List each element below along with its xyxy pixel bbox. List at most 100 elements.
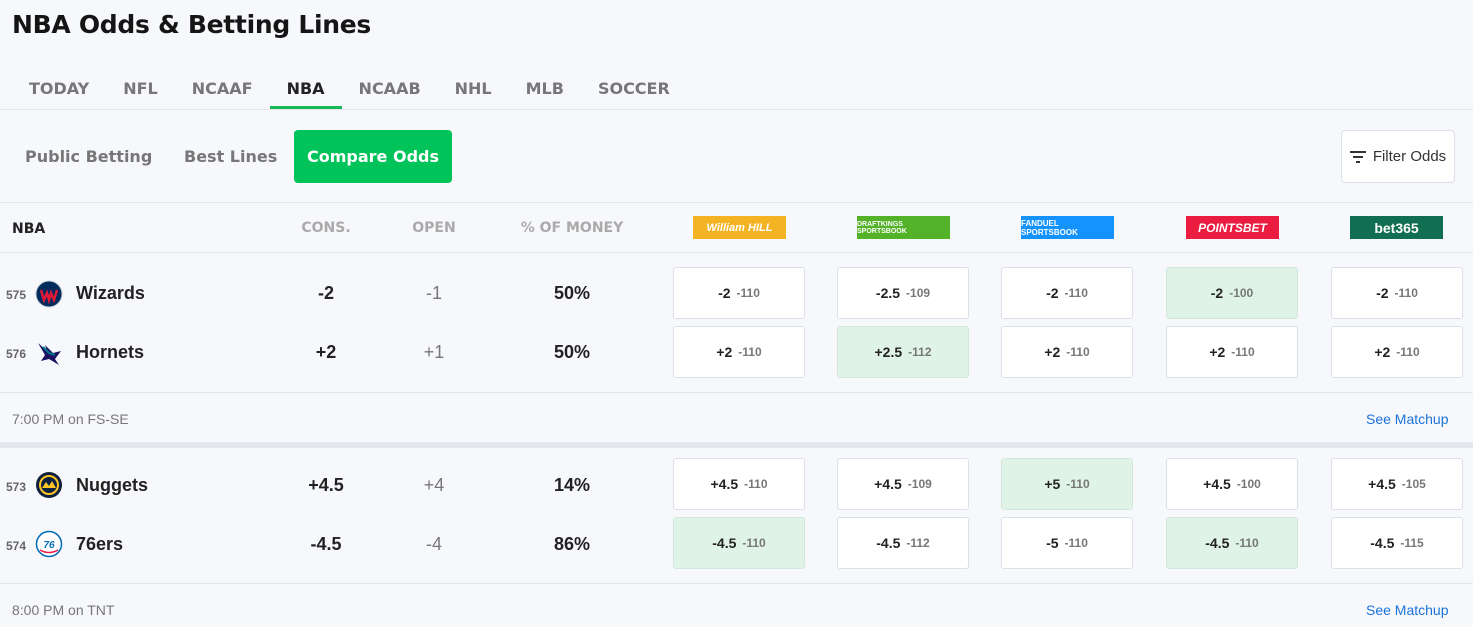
tab-nhl[interactable]: NHL xyxy=(454,79,492,98)
odds-price: -110 xyxy=(1064,536,1088,550)
money-percent: 14% xyxy=(553,475,591,495)
odds-line: +4.5 xyxy=(710,476,739,492)
column-header-money: % OF MONEY xyxy=(520,220,624,236)
column-header-league: NBA xyxy=(12,221,46,237)
nuggets-logo xyxy=(36,472,62,498)
odds-cell[interactable]: -2 -110 xyxy=(1001,267,1133,319)
odds-line: +4.5 xyxy=(874,476,902,492)
odds-cell-best[interactable]: -4.5 -110 xyxy=(673,517,805,569)
game-time: 7:00 PM on FS-SE xyxy=(12,411,129,427)
odds-cell[interactable]: -4.5 -115 xyxy=(1331,517,1463,569)
consensus-line: +2 xyxy=(315,342,337,362)
odds-price: -110 xyxy=(1066,345,1090,359)
odds-line: -2.5 xyxy=(875,285,901,301)
tab-ncaab[interactable]: NCAAB xyxy=(358,79,421,98)
odds-cell[interactable]: -2 -110 xyxy=(673,267,805,319)
william-hill-logo: William HILL xyxy=(693,216,786,239)
odds-line: -4.5 xyxy=(1370,535,1395,551)
odds-price: -105 xyxy=(1401,477,1426,491)
open-line: +4 xyxy=(423,475,445,495)
subtab-public-betting[interactable]: Public Betting xyxy=(25,147,153,166)
team-name[interactable]: Hornets xyxy=(76,342,145,362)
odds-line: +4.5 xyxy=(1203,476,1231,492)
odds-line: +4.5 xyxy=(1368,476,1396,492)
rotation-number: 573 xyxy=(6,480,27,494)
odds-price: -109 xyxy=(907,477,932,491)
odds-cell[interactable]: -5 -110 xyxy=(1001,517,1133,569)
divider xyxy=(0,392,1473,393)
open-line: -4 xyxy=(425,534,442,554)
hornets-logo xyxy=(38,343,61,365)
odds-cell-best[interactable]: +5 -110 xyxy=(1001,458,1133,510)
divider xyxy=(0,109,1473,110)
odds-line: +2 xyxy=(716,344,733,360)
tab-mlb[interactable]: MLB xyxy=(525,79,564,98)
divider xyxy=(0,202,1473,203)
odds-cell-best[interactable]: +2.5 -112 xyxy=(837,326,969,378)
odds-cell-best[interactable]: -2 -100 xyxy=(1166,267,1298,319)
divider xyxy=(0,583,1473,584)
odds-price: -112 xyxy=(908,345,932,359)
odds-price: -110 xyxy=(1066,477,1090,491)
odds-price: -110 xyxy=(1231,345,1255,359)
consensus-line: -2 xyxy=(317,283,334,303)
pointsbet-logo: POINTSBET xyxy=(1186,216,1279,239)
odds-price: -110 xyxy=(1396,345,1420,359)
odds-cell[interactable]: +2 -110 xyxy=(1001,326,1133,378)
odds-cell[interactable]: -2 -110 xyxy=(1331,267,1463,319)
odds-line: -4.5 xyxy=(712,535,737,551)
team-name[interactable]: Wizards xyxy=(76,283,145,303)
money-percent: 50% xyxy=(553,283,591,303)
odds-cell[interactable]: +4.5 -105 xyxy=(1331,458,1463,510)
see-matchup-link[interactable]: See Matchup xyxy=(1366,602,1449,618)
odds-price: -110 xyxy=(736,286,760,300)
odds-cell-best[interactable]: -4.5 -110 xyxy=(1166,517,1298,569)
column-header-open: OPEN xyxy=(412,220,456,236)
filter-odds-button[interactable]: Filter Odds xyxy=(1341,130,1455,183)
subtab-compare-odds[interactable]: Compare Odds xyxy=(294,130,452,183)
sport-tabs: TODAY NFL NCAAF NBA NCAAB NHL MLB SOCCER xyxy=(12,70,687,110)
odds-price: -110 xyxy=(1235,536,1259,550)
open-line: +1 xyxy=(423,342,445,362)
odds-price: -110 xyxy=(742,536,766,550)
odds-cell[interactable]: -4.5 -112 xyxy=(837,517,969,569)
odds-price: -110 xyxy=(744,477,768,491)
team-name[interactable]: 76ers xyxy=(76,534,124,554)
odds-cell[interactable]: +2 -110 xyxy=(1166,326,1298,378)
odds-cell[interactable]: +4.5 -100 xyxy=(1166,458,1298,510)
odds-price: -109 xyxy=(906,286,931,300)
tab-ncaaf[interactable]: NCAAF xyxy=(191,79,253,98)
odds-cell[interactable]: +2 -110 xyxy=(673,326,805,378)
see-matchup-link[interactable]: See Matchup xyxy=(1366,411,1449,427)
odds-price: -100 xyxy=(1229,286,1254,300)
column-header-cons: CONS. xyxy=(301,220,351,236)
odds-price: -100 xyxy=(1236,477,1261,491)
game-time: 8:00 PM on TNT xyxy=(12,602,115,618)
odds-line: -2 xyxy=(718,285,731,301)
odds-cell[interactable]: +2 -110 xyxy=(1331,326,1463,378)
odds-line: +5 xyxy=(1044,476,1061,492)
odds-cell[interactable]: +4.5 -109 xyxy=(837,458,969,510)
open-line: -1 xyxy=(425,283,442,303)
odds-price: -115 xyxy=(1400,536,1424,550)
money-percent: 50% xyxy=(553,342,591,362)
odds-price: -110 xyxy=(1394,286,1418,300)
consensus-line: -4.5 xyxy=(310,534,342,554)
tab-nfl[interactable]: NFL xyxy=(123,79,158,98)
odds-cell[interactable]: -2.5 -109 xyxy=(837,267,969,319)
odds-line: +2.5 xyxy=(874,344,903,360)
odds-line: -2 xyxy=(1210,285,1224,301)
team-name[interactable]: Nuggets xyxy=(76,475,148,495)
tab-nba[interactable]: NBA xyxy=(269,70,342,109)
svg-text:76: 76 xyxy=(43,540,55,551)
odds-price: -112 xyxy=(906,536,930,550)
odds-line: +2 xyxy=(1374,344,1391,360)
subtab-best-lines[interactable]: Best Lines xyxy=(184,147,278,166)
draftkings-logo: DRAFTKINGS SPORTSBOOK xyxy=(857,216,950,239)
odds-price: -110 xyxy=(1064,286,1088,300)
tab-today[interactable]: TODAY xyxy=(29,79,90,98)
odds-cell[interactable]: +4.5 -110 xyxy=(673,458,805,510)
tab-soccer[interactable]: SOCCER xyxy=(597,79,670,98)
divider xyxy=(0,252,1473,253)
odds-line: +2 xyxy=(1209,344,1226,360)
